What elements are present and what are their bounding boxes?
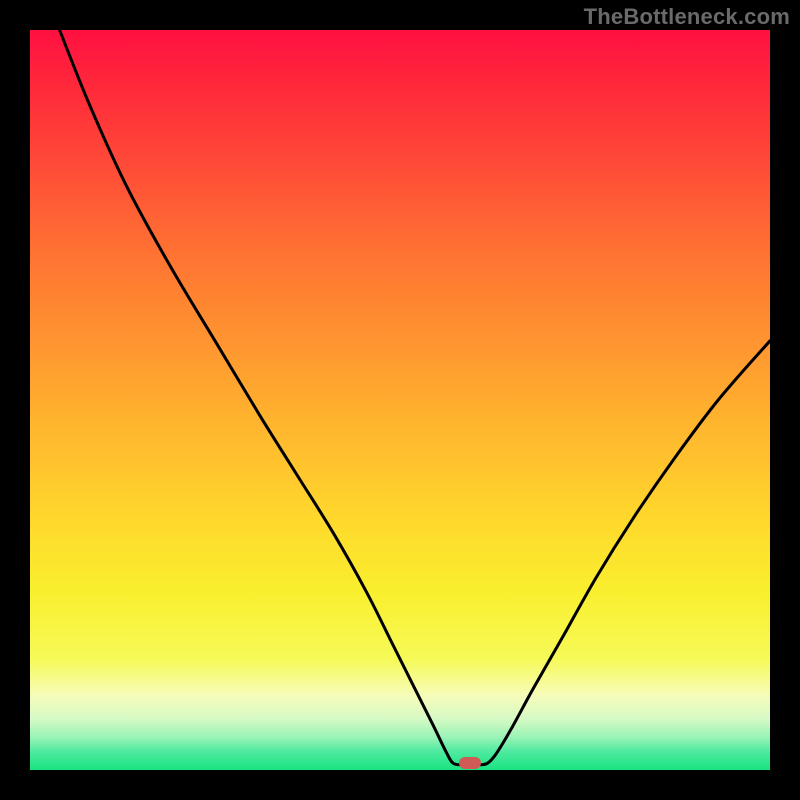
gradient-background [30,30,770,770]
plot-area [30,30,770,770]
chart-container: TheBottleneck.com [0,0,800,800]
watermark-text: TheBottleneck.com [584,4,790,30]
optimal-marker [459,757,481,769]
